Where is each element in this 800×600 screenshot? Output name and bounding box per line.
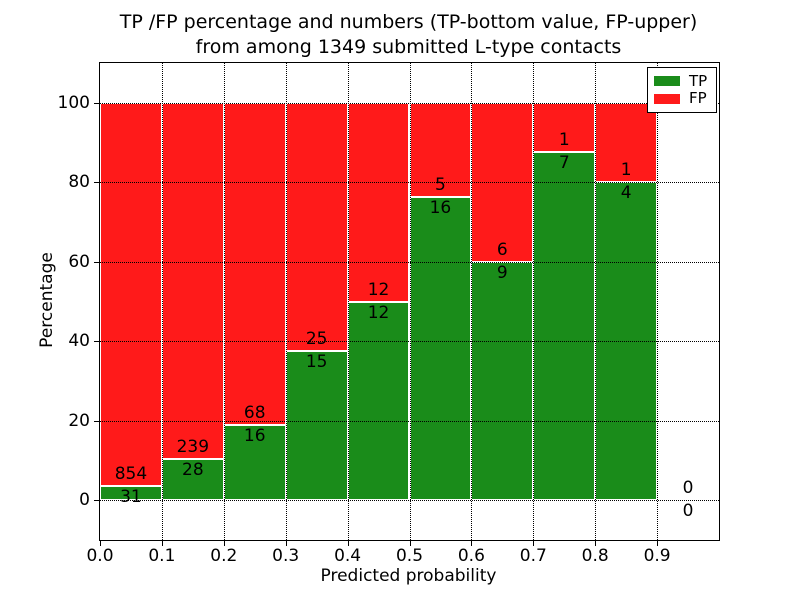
y-tick bbox=[94, 102, 99, 104]
tp-count-label: 15 bbox=[305, 352, 328, 373]
fp-count-label: 854 bbox=[114, 464, 148, 485]
x-tick-label: 0.1 bbox=[148, 546, 176, 566]
chart-title-line1: TP /FP percentage and numbers (TP-bottom… bbox=[119, 11, 698, 33]
y-tick bbox=[94, 500, 99, 502]
fp-count-label: 5 bbox=[435, 175, 446, 196]
x-tick-label: 0.6 bbox=[457, 546, 485, 566]
x-tick bbox=[285, 541, 287, 546]
x-tick bbox=[161, 541, 163, 546]
x-tick-label: 0.2 bbox=[210, 546, 238, 566]
tp-count-label: 12 bbox=[367, 302, 390, 323]
x-tick-label: 0.9 bbox=[643, 546, 671, 566]
x-tick bbox=[100, 541, 101, 546]
fp-count-label: 0 bbox=[682, 478, 694, 499]
bar-tp-segment bbox=[285, 351, 348, 501]
y-tick bbox=[94, 341, 99, 343]
x-tick-label: 0.5 bbox=[395, 546, 424, 566]
bar-tp-segment bbox=[223, 424, 286, 501]
gridline-vertical bbox=[409, 63, 411, 540]
gridline-vertical bbox=[595, 63, 597, 540]
bar-tp-segment bbox=[533, 152, 596, 501]
x-tick-label: 0.7 bbox=[519, 546, 547, 566]
y-tick bbox=[94, 261, 99, 263]
gridline-vertical bbox=[533, 63, 535, 540]
x-tick bbox=[471, 541, 473, 546]
y-tick-label: 100 bbox=[57, 92, 90, 113]
gridline-vertical bbox=[223, 63, 225, 540]
x-tick bbox=[595, 541, 597, 546]
bar-fp-segment bbox=[100, 102, 162, 487]
x-axis-label: Predicted probability bbox=[320, 566, 497, 586]
bar-tp-segment bbox=[409, 197, 472, 501]
bar-tp-segment bbox=[347, 301, 410, 501]
bar-fp-segment bbox=[223, 102, 286, 425]
x-tick-label: 0.0 bbox=[86, 546, 114, 566]
x-tick bbox=[409, 541, 411, 546]
fp-count-label: 1 bbox=[620, 160, 632, 181]
gridline-vertical bbox=[657, 63, 659, 540]
fp-count-label: 6 bbox=[496, 239, 508, 260]
x-tick bbox=[657, 541, 659, 546]
chart-title: TP /FP percentage and numbers (TP-bottom… bbox=[99, 10, 718, 60]
fp-count-label: 25 bbox=[305, 329, 328, 350]
x-tick bbox=[347, 541, 349, 546]
legend-label-tp: TP bbox=[689, 71, 708, 90]
tp-count-label: 31 bbox=[120, 487, 142, 508]
y-tick-label: 40 bbox=[68, 331, 90, 352]
x-tick-label: 0.3 bbox=[272, 546, 300, 566]
bar-tp-segment bbox=[471, 261, 534, 501]
bar-fp-segment bbox=[285, 102, 348, 352]
gridline-vertical bbox=[161, 63, 163, 540]
fp-count-label: 12 bbox=[367, 279, 390, 300]
plot-area: TP FP 854 31 239 28 68 16 25 15 12 12 5 16 6 9 1 7 1 4 0 0 0.… bbox=[58, 62, 720, 565]
tp-count-label: 16 bbox=[429, 198, 452, 219]
y-tick-label: 20 bbox=[68, 410, 90, 431]
x-tick-label: 0.8 bbox=[581, 546, 609, 566]
fp-count-label: 68 bbox=[243, 402, 266, 423]
x-tick-label: 0.4 bbox=[334, 546, 362, 566]
tp-count-label: 7 bbox=[558, 153, 570, 174]
fp-count-label: 1 bbox=[558, 130, 570, 151]
y-tick-label: 60 bbox=[68, 251, 90, 272]
y-tick-label: 80 bbox=[68, 172, 90, 193]
gridline-vertical bbox=[347, 63, 349, 540]
tp-count-label: 4 bbox=[620, 183, 632, 204]
chart-title-line2: from among 1349 submitted L-type contact… bbox=[195, 36, 622, 58]
tp-count-label: 9 bbox=[496, 262, 508, 283]
y-tick bbox=[94, 420, 99, 422]
tp-count-label: 28 bbox=[182, 459, 204, 480]
legend-patch-fp-icon bbox=[654, 93, 680, 104]
gridline-vertical bbox=[471, 63, 473, 540]
gridline-vertical bbox=[285, 63, 287, 540]
legend-item-fp: FP bbox=[654, 91, 710, 106]
y-tick bbox=[94, 182, 99, 184]
legend-patch-tp-icon bbox=[654, 76, 680, 87]
legend: TP FP bbox=[647, 67, 717, 113]
bar-tp-segment bbox=[100, 486, 162, 501]
tp-count-label: 16 bbox=[243, 425, 266, 446]
tp-count-label: 0 bbox=[682, 501, 694, 522]
x-tick bbox=[533, 541, 535, 546]
legend-label-fp: FP bbox=[689, 89, 707, 108]
y-tick-label: 0 bbox=[79, 490, 90, 511]
fp-count-label: 239 bbox=[176, 436, 210, 457]
x-tick bbox=[223, 541, 225, 546]
legend-item-tp: TP bbox=[654, 71, 710, 90]
bar-fp-segment bbox=[161, 102, 224, 459]
bar-fp-segment bbox=[347, 102, 410, 302]
